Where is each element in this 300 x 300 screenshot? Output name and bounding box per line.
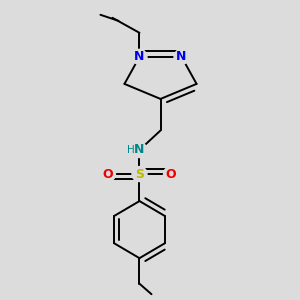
Circle shape xyxy=(100,167,116,182)
Text: S: S xyxy=(135,167,144,181)
Circle shape xyxy=(132,142,147,158)
Text: N: N xyxy=(134,143,145,157)
Circle shape xyxy=(126,145,136,155)
Circle shape xyxy=(132,49,147,64)
Circle shape xyxy=(174,49,189,64)
Text: N: N xyxy=(134,50,145,63)
Circle shape xyxy=(132,167,147,182)
Text: H: H xyxy=(127,145,135,155)
Text: O: O xyxy=(103,167,113,181)
Text: O: O xyxy=(166,167,176,181)
Circle shape xyxy=(164,167,178,182)
Text: N: N xyxy=(176,50,187,63)
